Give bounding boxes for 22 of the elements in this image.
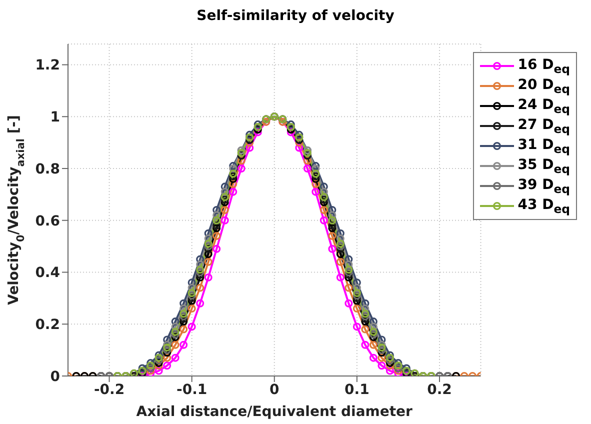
legend-label: 31 D$_{eq}$ (518, 136, 570, 156)
y-tick-label: 1 (50, 110, 60, 126)
y-tick-label: 0 (50, 368, 60, 385)
legend-label: 43 D$_{eq}$ (518, 196, 570, 216)
x-tick-label: 0.2 (427, 382, 452, 398)
x-axis-title: Axial distance/Equivalent diameter (136, 404, 413, 420)
legend-label: 24 D$_{eq}$ (518, 96, 570, 116)
y-tick-label: 0.6 (35, 213, 60, 230)
legend-label: 35 D$_{eq}$ (518, 156, 570, 176)
y-tick-label: 0.4 (35, 265, 60, 282)
x-tick-label: 0 (270, 382, 280, 398)
x-tick-label: -0.2 (94, 382, 125, 398)
y-tick-label: 0.8 (35, 161, 60, 178)
legend-label: 16 D$_{eq}$ (518, 56, 570, 76)
legend-label: 39 D$_{eq}$ (518, 176, 570, 196)
legend-label: 27 D$_{eq}$ (518, 116, 570, 136)
chart-title: Self-similarity of velocity (196, 8, 396, 24)
y-tick-label: 0.2 (35, 317, 60, 334)
x-tick-label: -0.1 (176, 382, 208, 398)
x-tick-label: 0.1 (344, 382, 370, 398)
legend-label: 20 D$_{eq}$ (518, 76, 570, 96)
y-tick-label: 1.2 (35, 58, 60, 74)
